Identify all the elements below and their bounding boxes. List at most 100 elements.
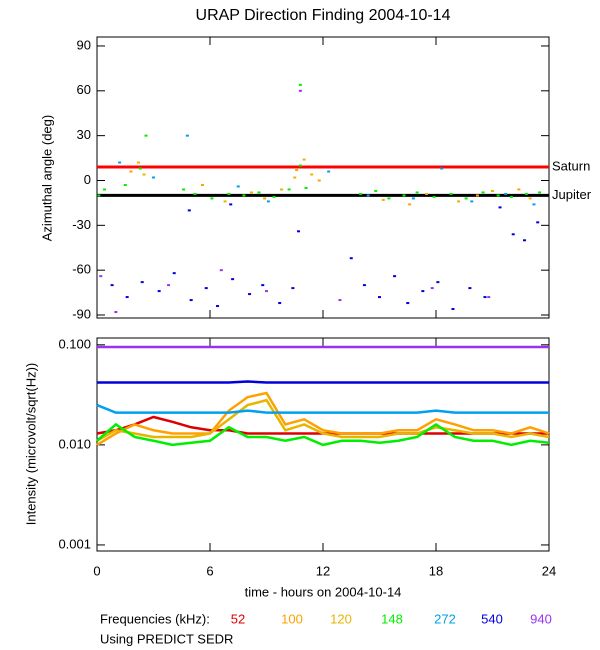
data-point [408,203,412,206]
legend-entry: 940 [530,611,552,626]
data-point [200,183,204,186]
data-point [193,192,197,195]
data-point [470,200,474,203]
data-point [272,195,276,198]
data-point [464,197,468,200]
data-point [436,281,440,284]
y-tick-label: 0.001 [58,536,91,551]
data-point [366,194,370,197]
data-point [136,161,140,164]
data-point [362,284,366,287]
data-point [152,176,155,179]
data-point [475,194,479,197]
data-point [187,209,191,212]
intensity-line [96,403,549,414]
data-point [359,192,363,195]
data-point [524,192,528,195]
y-tick-label: 0 [84,172,91,187]
data-point [114,311,118,314]
y-tick-label: 0.010 [58,436,91,451]
x-tick-label: 6 [206,563,213,578]
data-point [411,197,415,200]
data-point [125,296,129,299]
data-point [291,287,295,290]
data-point [118,161,122,164]
x-tick-label: 0 [93,563,100,578]
data-point [123,183,127,186]
data-point [248,293,252,296]
y-tick-label: 60 [77,82,91,97]
data-point [142,173,146,176]
data-point [97,194,101,197]
data-point [523,239,527,242]
data-point [278,302,282,305]
data-point [167,284,171,287]
y-tick-label: 0.100 [58,336,91,351]
data-point [378,296,381,299]
data-point [349,257,353,260]
data-point [189,299,193,302]
legend-entry: 272 [434,611,456,626]
reference-label: Jupiter [552,187,592,202]
data-point [298,164,302,167]
data-point [172,272,176,275]
data-point [293,176,297,179]
data-point [317,179,321,182]
data-point [298,89,302,92]
data-point [498,206,502,209]
x-tick-label: 18 [429,563,443,578]
data-point [99,275,103,278]
data-point [468,287,472,290]
x-axis-label: time - hours on 2004-10-14 [245,584,402,599]
intensity-line [96,391,550,446]
data-point [374,189,378,192]
intensity-line [97,380,549,384]
legend-entry: 100 [281,611,303,626]
data-point [449,192,453,195]
data-point [223,200,227,203]
data-point [327,170,331,173]
data-point [236,185,240,188]
y-tick-label: -90 [72,306,91,321]
data-point [263,197,267,200]
data-point [229,203,233,206]
data-point [144,134,148,137]
data-point [487,296,491,299]
data-point [425,192,429,195]
legend-title: Frequencies (kHz): [100,611,210,626]
data-point [287,188,291,191]
y-tick-label: 90 [77,37,91,52]
data-point [110,284,114,287]
data-point [297,230,301,233]
data-point [402,194,406,197]
data-point [185,134,189,137]
data-point [430,287,434,290]
data-point [265,290,268,293]
data-point [415,191,419,194]
y-tick-label: 30 [77,127,91,142]
legend-entry: 52 [231,611,245,626]
data-point [302,158,306,161]
data-point [129,170,133,173]
data-point [536,221,540,224]
data-point [210,197,214,200]
data-point [511,233,515,236]
legend-entry: 120 [330,611,352,626]
data-point [504,192,508,195]
data-point [440,167,444,170]
x-tick-label: 12 [316,563,330,578]
data-point [517,188,521,191]
data-point [231,278,235,281]
data-point [538,191,542,194]
data-point [280,188,284,191]
data-point [295,169,299,172]
data-point [393,275,397,278]
y-tick-label: -30 [72,217,91,232]
data-point [481,191,485,194]
data-point [298,83,302,86]
y-axis-label: Azimuthal angle (deg) [39,115,54,241]
data-point [491,189,494,192]
legend-entry: 540 [481,611,503,626]
data-point [249,191,253,194]
